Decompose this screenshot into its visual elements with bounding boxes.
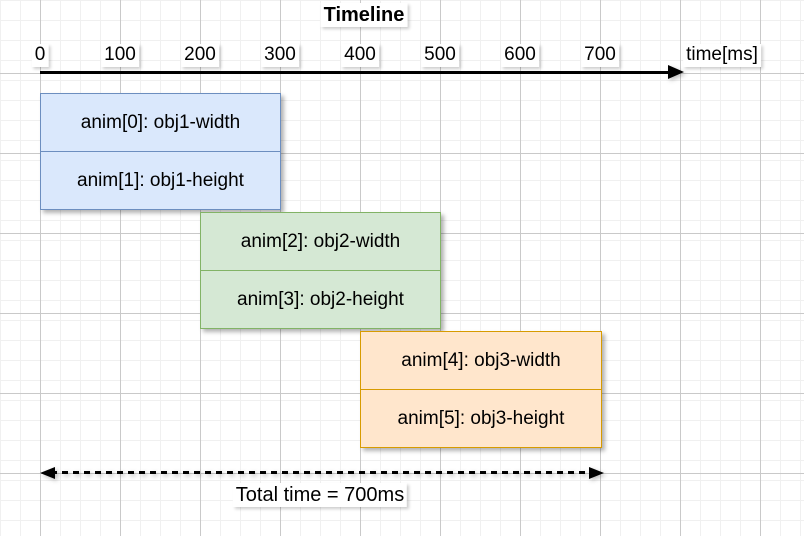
diagram-title: Timeline (320, 3, 408, 27)
anim-bar-obj3-height: anim[5]: obj3-height (360, 389, 602, 448)
axis-tick-label-400: 400 (341, 44, 379, 67)
time-axis-arrowhead-icon (668, 65, 684, 79)
arrowhead-left-icon (40, 467, 55, 479)
axis-tick-label-300: 300 (261, 44, 299, 67)
time-axis-line (40, 71, 672, 74)
anim-bar-obj1-width: anim[0]: obj1-width (40, 93, 281, 152)
axis-tick-label-600: 600 (501, 44, 539, 67)
anim-group-obj3: anim[4]: obj3-width anim[5]: obj3-height (360, 331, 602, 448)
axis-tick-label-200: 200 (181, 44, 219, 67)
arrowhead-right-icon (589, 467, 604, 479)
axis-unit-label: time[ms] (683, 44, 761, 67)
anim-bar-obj3-width: anim[4]: obj3-width (360, 331, 602, 390)
dashed-line (51, 471, 593, 474)
total-time-arrow (40, 466, 604, 480)
axis-tick-label-500: 500 (421, 44, 459, 67)
axis-tick-label-700: 700 (581, 44, 619, 67)
axis-tick-label-0: 0 (31, 44, 49, 67)
anim-group-obj2: anim[2]: obj2-width anim[3]: obj2-height (200, 212, 441, 329)
total-time-label: Total time = 700ms (232, 483, 408, 507)
anim-group-obj1: anim[0]: obj1-width anim[1]: obj1-height (40, 93, 281, 210)
anim-bar-obj2-height: anim[3]: obj2-height (200, 270, 441, 329)
axis-tick-label-100: 100 (101, 44, 139, 67)
anim-bar-obj2-width: anim[2]: obj2-width (200, 212, 441, 271)
anim-bar-obj1-height: anim[1]: obj1-height (40, 151, 281, 210)
